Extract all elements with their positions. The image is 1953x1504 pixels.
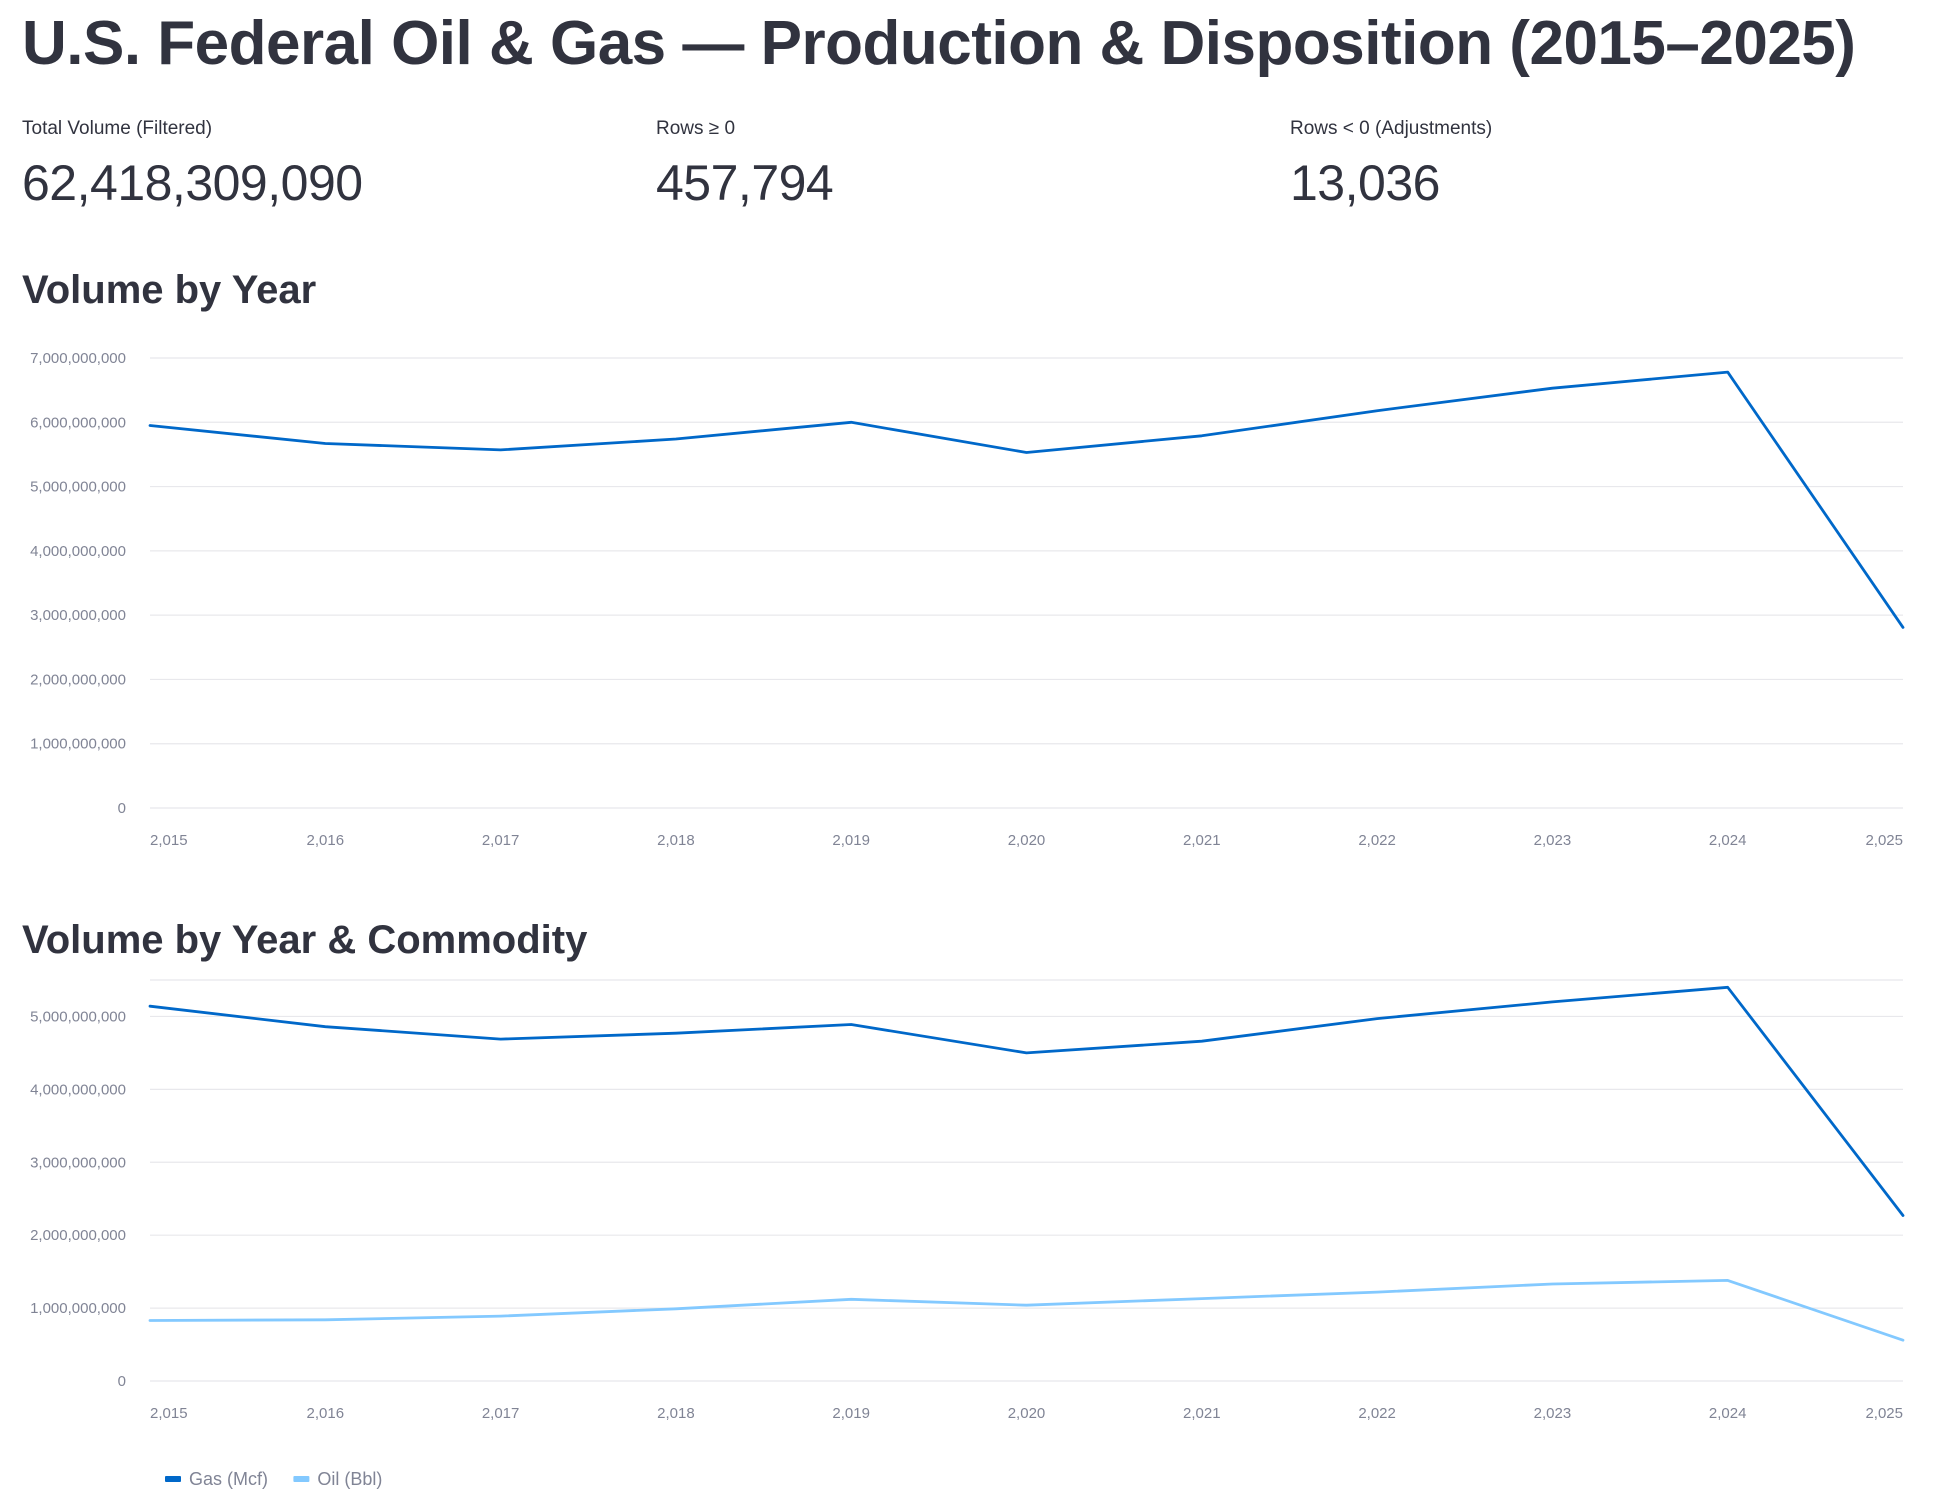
- x-tick-label: 2,016: [307, 1405, 345, 1422]
- y-tick-label: 3,000,000,000: [30, 607, 126, 624]
- x-tick-label: 2,024: [1709, 1405, 1747, 1422]
- y-tick-label: 2,000,000,000: [30, 671, 126, 688]
- x-tick-label: 2,023: [1534, 1405, 1572, 1422]
- x-tick-label: 2,025: [1865, 832, 1903, 849]
- metric-value: 62,418,309,090: [22, 155, 363, 211]
- metric-label: Rows ≥ 0: [656, 118, 736, 139]
- series-line-0: [148, 370, 1905, 629]
- x-tick-label: 2,018: [657, 1405, 695, 1422]
- x-tick-label: 2,024: [1709, 832, 1747, 849]
- metric-label: Total Volume (Filtered): [22, 118, 213, 139]
- legend-label: Oil (Bbl): [317, 1469, 382, 1489]
- x-tick-label: 2,022: [1358, 832, 1396, 849]
- y-tick-label: 4,000,000,000: [30, 543, 126, 560]
- section-title-volume-by-year: Volume by Year: [22, 268, 317, 312]
- y-tick-label: 0: [118, 1373, 126, 1390]
- y-tick-label: 0: [118, 800, 126, 817]
- metric-rows-positive: Rows ≥ 0 457,794: [656, 118, 834, 212]
- x-tick-label: 2,020: [1008, 1405, 1046, 1422]
- x-tick-label: 2,017: [482, 832, 520, 849]
- section-title-volume-by-commodity: Volume by Year & Commodity: [22, 918, 588, 962]
- y-tick-label: 6,000,000,000: [30, 414, 126, 431]
- x-tick-label: 2,021: [1183, 832, 1221, 849]
- y-tick-label: 7,000,000,000: [30, 350, 126, 367]
- metric-label: Rows < 0 (Adjustments): [1290, 118, 1493, 139]
- y-tick-label: 1,000,000,000: [30, 1300, 126, 1317]
- y-tick-label: 4,000,000,000: [30, 1081, 126, 1098]
- page-title: U.S. Federal Oil & Gas — Production & Di…: [22, 9, 1856, 78]
- x-tick-label: 2,015: [150, 832, 188, 849]
- y-tick-label: 1,000,000,000: [30, 736, 126, 753]
- y-tick-label: 3,000,000,000: [30, 1154, 126, 1171]
- y-tick-label: 5,000,000,000: [30, 1008, 126, 1025]
- x-tick-label: 2,022: [1358, 1405, 1396, 1422]
- x-tick-label: 2,019: [832, 832, 870, 849]
- legend-label: Gas (Mcf): [189, 1469, 268, 1489]
- x-tick-label: 2,020: [1008, 832, 1046, 849]
- metric-value: 13,036: [1290, 155, 1440, 211]
- legend-swatch: [293, 1476, 310, 1482]
- x-tick-label: 2,018: [657, 832, 695, 849]
- x-tick-label: 2,016: [307, 832, 345, 849]
- y-tick-label: 5,000,000,000: [30, 479, 126, 496]
- series-line-0: [148, 985, 1905, 1217]
- metric-total-volume: Total Volume (Filtered) 62,418,309,090: [22, 118, 363, 212]
- x-tick-label: 2,023: [1534, 832, 1572, 849]
- y-tick-label: 2,000,000,000: [30, 1227, 126, 1244]
- x-tick-label: 2,017: [482, 1405, 520, 1422]
- series-line-1: [148, 1279, 1905, 1342]
- metric-rows-negative: Rows < 0 (Adjustments) 13,036: [1290, 118, 1492, 212]
- metric-value: 457,794: [656, 155, 834, 211]
- x-tick-label: 2,015: [150, 1405, 188, 1422]
- legend-swatch: [165, 1476, 181, 1482]
- x-tick-label: 2,021: [1183, 1405, 1221, 1422]
- x-tick-label: 2,025: [1865, 1405, 1903, 1422]
- x-tick-label: 2,019: [832, 1405, 870, 1422]
